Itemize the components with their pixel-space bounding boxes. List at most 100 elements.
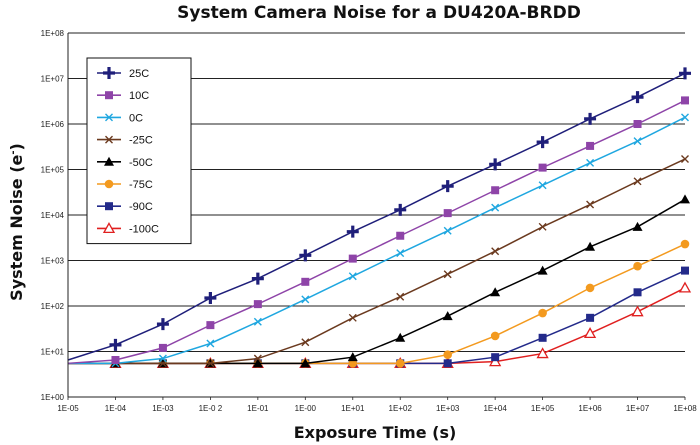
- data-point: [586, 141, 595, 150]
- x-tick-label: 1E-01: [247, 404, 269, 413]
- data-point: [585, 241, 596, 251]
- x-tick-label: 1E+02: [389, 404, 413, 413]
- legend-marker: [105, 91, 113, 100]
- data-point: [586, 313, 595, 322]
- data-point: [583, 327, 597, 339]
- x-tick-label: 1E-05: [57, 404, 79, 413]
- legend-marker: [105, 202, 113, 211]
- data-point: [347, 352, 358, 362]
- data-point: [680, 194, 690, 204]
- legend-item: -100C: [97, 222, 159, 235]
- series-0C: [68, 113, 689, 368]
- data-point: [158, 354, 167, 363]
- data-point: [109, 338, 122, 351]
- y-tick-labels: 1E+00 1E+01 1E+02 1E+03 1E+04 1E+05 1E+06 1E+07…: [41, 29, 65, 402]
- legend-box: [86, 57, 192, 245]
- series-line: [68, 116, 686, 365]
- legend-label: -100C: [129, 223, 159, 235]
- data-point: [681, 113, 689, 122]
- data-point: [584, 112, 597, 125]
- data-point: [443, 359, 452, 368]
- data-point: [633, 288, 642, 297]
- data-point: [253, 317, 262, 326]
- legend-item: 25C: [97, 67, 149, 80]
- data-point: [348, 272, 357, 281]
- x-tick-label: 1E-0 2: [199, 404, 223, 413]
- data-point: [251, 272, 264, 285]
- data-point: [206, 321, 215, 330]
- data-point: [111, 356, 120, 365]
- data-point: [443, 209, 452, 218]
- legend: 25C 10C 0C -25C -50C -75C -90C -100C: [86, 57, 192, 245]
- legend-item: -90C: [97, 201, 153, 213]
- x-tick-label: 1E+07: [626, 404, 650, 413]
- data-point: [491, 353, 500, 362]
- data-point: [396, 231, 405, 240]
- data-point: [346, 225, 359, 238]
- x-tick-label: 1E+06: [578, 404, 602, 413]
- data-point: [538, 308, 547, 318]
- y-tick-label: 1E+02: [41, 302, 65, 311]
- data-point: [536, 136, 549, 149]
- y-axis-title-sup: -: [8, 150, 19, 154]
- data-point: [491, 203, 500, 212]
- legend-label: -75C: [129, 179, 153, 191]
- series-line: [67, 72, 686, 361]
- data-point: [633, 261, 642, 271]
- data-point: [301, 277, 310, 286]
- data-point: [678, 281, 692, 293]
- data-point: [348, 254, 357, 263]
- y-tick-label: 1E+08: [41, 29, 65, 38]
- data-point: [442, 311, 453, 321]
- data-point: [537, 265, 548, 275]
- data-point: [538, 163, 547, 172]
- data-point: [253, 300, 262, 309]
- data-point: [443, 270, 452, 279]
- series-line: [68, 158, 686, 365]
- data-point: [681, 155, 689, 164]
- x-tick-label: 1E-03: [152, 404, 174, 413]
- y-tick-label: 1E+07: [41, 75, 65, 84]
- data-point: [299, 249, 312, 262]
- data-point: [491, 186, 500, 195]
- legend-label: -25C: [129, 135, 153, 147]
- legend-item: -75C: [97, 179, 153, 191]
- legend-label: 10C: [129, 90, 149, 102]
- series-25C: [67, 67, 691, 361]
- data-point: [489, 158, 502, 171]
- y-tick-label: 1E+03: [41, 257, 65, 266]
- data-point: [395, 359, 405, 368]
- data-point: [301, 338, 310, 347]
- data-point: [633, 177, 642, 186]
- x-tick-label: 1E+04: [483, 404, 507, 413]
- data-point: [586, 200, 595, 209]
- y-tick-label: 1E+06: [41, 120, 65, 129]
- legend-item: -50C: [97, 156, 153, 169]
- legend-marker: [104, 179, 114, 189]
- legend-item: -25C: [97, 135, 153, 147]
- x-tick-labels: 1E-05 1E-04 1E-03 1E-0 2 1E-01 1E-00 1E+01 1E+0…: [57, 404, 697, 413]
- legend-label: -50C: [129, 157, 153, 169]
- series-layer: [67, 67, 692, 368]
- data-point: [206, 359, 215, 368]
- data-point: [538, 222, 547, 231]
- data-point: [204, 291, 217, 304]
- y-tick-label: 1E+00: [41, 393, 65, 402]
- series--90C: [68, 266, 689, 368]
- data-point: [538, 181, 547, 190]
- data-point: [156, 318, 169, 331]
- data-point: [441, 180, 454, 193]
- data-point: [348, 313, 357, 322]
- data-point: [443, 350, 452, 360]
- y-tick-label: 1E+05: [41, 166, 65, 175]
- series-line: [67, 99, 686, 365]
- data-point: [301, 295, 310, 304]
- data-point: [633, 120, 642, 128]
- y-axis-title-close: ): [7, 143, 26, 150]
- legend-label: 0C: [129, 112, 143, 124]
- x-tick-label: 1E+08: [673, 404, 697, 413]
- data-point: [681, 266, 689, 275]
- data-point: [490, 331, 500, 341]
- data-point: [679, 67, 691, 80]
